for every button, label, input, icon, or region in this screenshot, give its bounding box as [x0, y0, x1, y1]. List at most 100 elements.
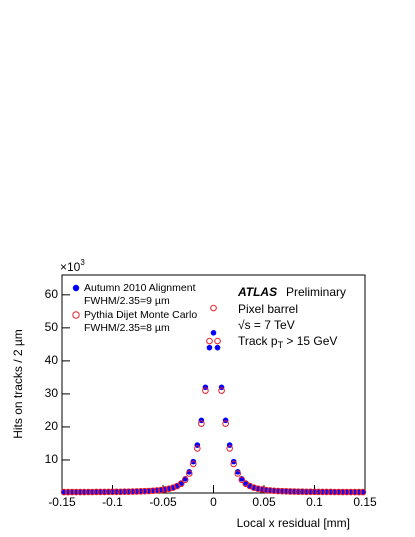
data-point [327, 488, 334, 496]
data-point [214, 344, 221, 351]
data-point [161, 486, 169, 493]
data-point [355, 488, 363, 496]
data-point [291, 488, 298, 495]
multiplier-exponent: 3 [80, 258, 85, 267]
data-point [198, 420, 205, 427]
legend-note: FWHM/2.35=9 µm [84, 295, 170, 307]
data-point [202, 387, 209, 394]
data-point [101, 488, 108, 496]
data-point [246, 482, 254, 490]
data-point [84, 488, 92, 496]
data-point [319, 488, 326, 496]
data-point [165, 485, 173, 493]
data-point [218, 384, 225, 391]
data-point [190, 460, 197, 468]
data-point [133, 488, 141, 495]
y-tick-label: 50 [45, 320, 59, 334]
cut-after: > 15 GeV [283, 334, 337, 348]
data-point [76, 488, 84, 496]
data-point [177, 480, 185, 488]
legend-marker [72, 284, 80, 292]
data-point [68, 488, 76, 496]
data-point [331, 488, 339, 496]
data-point [311, 488, 318, 496]
data-point [105, 488, 112, 496]
data-point [89, 488, 96, 496]
data-point [286, 488, 294, 495]
data-point [194, 445, 201, 452]
data-point [97, 488, 104, 496]
data-point [181, 476, 189, 484]
data-point [282, 488, 290, 495]
status-label: Preliminary [286, 285, 346, 299]
y-tick-label: 10 [45, 452, 59, 466]
experiment-label: ATLAS [237, 285, 277, 299]
data-point [186, 469, 193, 475]
data-point [295, 488, 302, 495]
x-tick-label: 0.15 [353, 495, 377, 509]
data-point [198, 417, 205, 424]
data-point [230, 460, 237, 468]
data-point [351, 488, 359, 496]
data-point [202, 384, 209, 391]
x-tick-label: 0 [210, 495, 217, 509]
cut-sub: T [278, 340, 284, 350]
data-point [206, 337, 213, 345]
data-point [210, 304, 217, 312]
x-tick-label: -0.05 [149, 495, 177, 509]
y-multiplier: ×103 [60, 258, 85, 274]
y-tick-label: 30 [45, 386, 59, 400]
data-point [258, 486, 266, 493]
data-point [250, 484, 258, 492]
data-point [117, 488, 124, 496]
x-axis-label: Local x residual [mm] [237, 516, 350, 530]
data-point [157, 486, 165, 494]
y-tick-label: 20 [45, 419, 59, 433]
data-point [234, 470, 242, 477]
legend-note: FWHM/2.35=8 µm [84, 322, 170, 334]
plot-frame [61, 274, 366, 494]
data-point [141, 487, 149, 495]
data-point [185, 470, 193, 477]
data-point [93, 488, 100, 496]
data-point [262, 486, 270, 494]
data-point [206, 344, 213, 351]
cut-text: Track p [238, 334, 278, 348]
data-point [270, 487, 278, 495]
data-point [121, 488, 128, 496]
data-point [359, 488, 367, 496]
data-point [149, 487, 157, 495]
data-point [72, 488, 80, 496]
legend-label: Pythia Dijet Monte Carlo [84, 309, 197, 321]
data-point [194, 442, 201, 448]
data-point [335, 488, 343, 496]
data-point [137, 488, 145, 495]
energy-label: √s = 7 TeV [238, 318, 295, 332]
x-tick-label: -0.1 [102, 495, 123, 509]
data-point [222, 420, 229, 427]
data-point [64, 488, 72, 496]
x-tick-label: 0.1 [306, 495, 323, 509]
multiplier-base: ×10 [60, 260, 81, 274]
data-point [125, 488, 132, 495]
data-point [226, 445, 233, 452]
data-point [109, 488, 116, 496]
data-point [129, 488, 136, 495]
legend-label: Autumn 2010 Alignment [84, 282, 196, 294]
data-point [299, 488, 306, 496]
data-point [303, 488, 310, 496]
y-tick-label: 40 [45, 353, 59, 367]
data-point [323, 488, 330, 496]
data-point [343, 488, 351, 496]
data-point [210, 330, 217, 336]
y-axis-label: Hits on tracks / 2 µm [11, 329, 25, 439]
data-point [238, 476, 246, 484]
data-point [226, 442, 233, 448]
data-point [339, 488, 347, 496]
data-point [307, 488, 314, 496]
data-point [222, 417, 229, 424]
cut-label: Track pT > 15 GeV [238, 334, 337, 350]
x-tick-label: 0.05 [252, 495, 276, 509]
data-point [80, 488, 88, 496]
